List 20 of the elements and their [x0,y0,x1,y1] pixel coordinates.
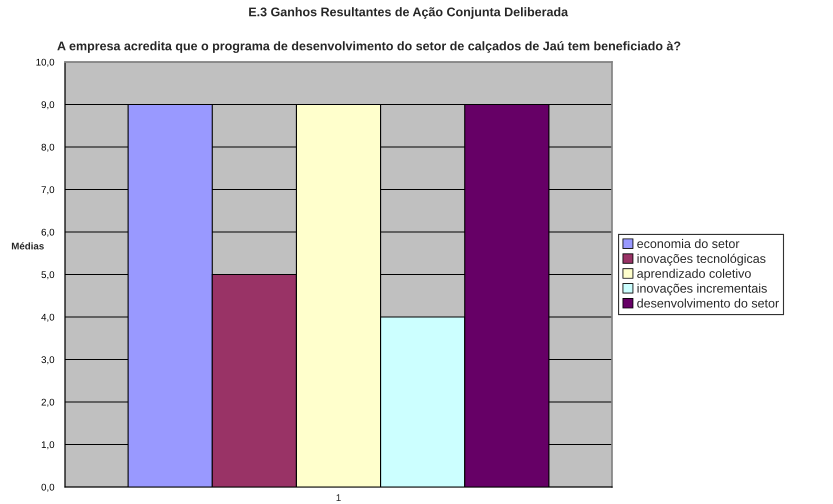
y-tick-label: 9,0 [42,101,54,110]
y-tick-label: 3,0 [41,356,54,364]
y-tick-label: 2,0 [42,398,54,407]
chart-subtitle: A empresa acredita que o programa de desenvolvimento do setor de calçados de Jaú tem beneficiado à? [57,41,680,53]
legend-label: aprendizado coletivo [637,268,751,280]
y-tick-label: 8,0 [41,144,54,152]
chart-title: E.3 Ganhos Resultantes de Ação Conjunta Deliberada [249,7,568,19]
legend-label: inovações incrementais [638,284,767,296]
legend-label: desenvolvimento do setor [637,298,779,308]
y-tick-label: 0,0 [41,484,54,492]
legend-label: economia do setor [637,238,740,248]
y-tick-label: 4,0 [41,314,54,322]
y-tick-label: 10,0 [36,58,54,67]
y-tick-label: 7,0 [42,186,54,194]
y-tick-label: 6,0 [42,228,54,237]
y-tick-label: 5,0 [41,271,54,280]
legend-label: inovações tecnológicas [638,254,766,266]
y-axis-title: Médias [12,242,44,250]
y-tick-label: 1,0 [42,441,54,450]
x-tick-label: 1 [336,494,341,501]
